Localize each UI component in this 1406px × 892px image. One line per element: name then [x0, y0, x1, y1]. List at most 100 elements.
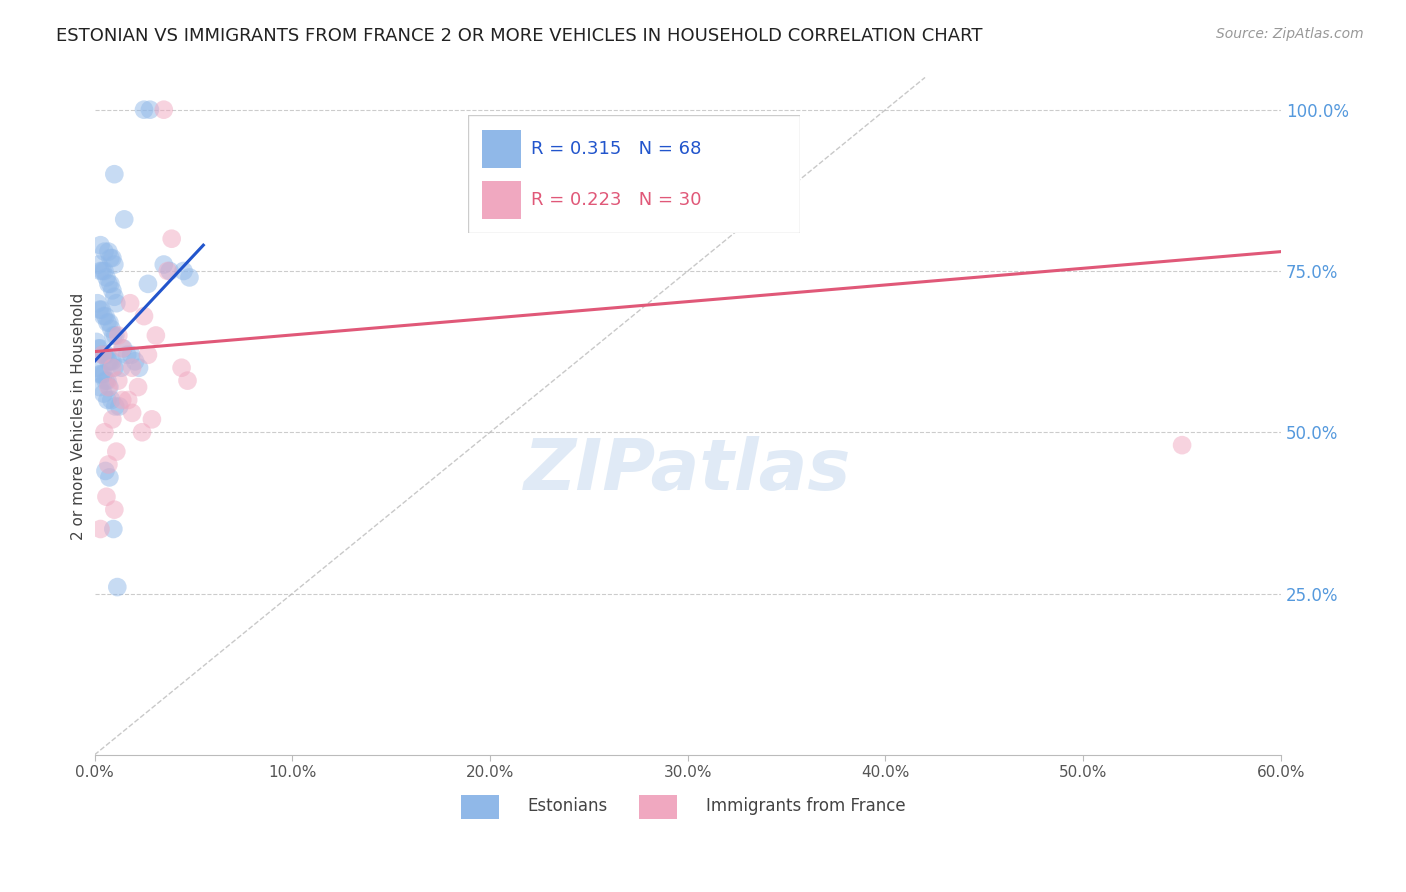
Point [97, 354, 120, 368]
Point [152, 258, 174, 272]
Point [131, 425, 153, 440]
Point [98, 316, 121, 330]
Point [97, 380, 120, 394]
Point [145, 328, 167, 343]
Point [101, 412, 124, 426]
Y-axis label: 2 or more Vehicles in Household: 2 or more Vehicles in Household [72, 293, 86, 540]
Point [107, 374, 129, 388]
Point [93, 348, 115, 362]
Point [93, 244, 115, 259]
Point [100, 392, 122, 407]
Text: Source: ZipAtlas.com: Source: ZipAtlas.com [1216, 27, 1364, 41]
Point [112, 212, 135, 227]
Point [98, 380, 121, 394]
Point [141, 412, 163, 426]
Point [96, 316, 118, 330]
Point [90, 302, 112, 317]
Point [152, 103, 174, 117]
Point [97, 244, 120, 259]
Point [105, 580, 128, 594]
Point [93, 386, 115, 401]
Point [103, 258, 125, 272]
Text: ZIPatlas: ZIPatlas [524, 436, 852, 505]
Point [96, 490, 118, 504]
Point [128, 360, 150, 375]
Point [89, 342, 111, 356]
Point [96, 392, 118, 407]
Point [1171, 438, 1194, 452]
Point [121, 406, 143, 420]
Point [139, 103, 162, 117]
Point [97, 277, 120, 291]
Point [100, 322, 122, 336]
Point [100, 251, 122, 265]
Point [89, 380, 111, 394]
Point [101, 354, 124, 368]
Point [87, 342, 110, 356]
Point [89, 522, 111, 536]
Point [136, 277, 159, 291]
Point [112, 342, 135, 356]
Point [98, 470, 121, 484]
Text: ESTONIAN VS IMMIGRANTS FROM FRANCE 2 OR MORE VEHICLES IN HOUSEHOLD CORRELATION C: ESTONIAN VS IMMIGRANTS FROM FRANCE 2 OR … [56, 27, 983, 45]
Point [127, 380, 149, 394]
Point [91, 348, 114, 362]
Point [96, 270, 118, 285]
Point [91, 264, 114, 278]
Point [86, 360, 108, 375]
Point [156, 264, 179, 278]
Point [159, 264, 181, 278]
Point [115, 348, 138, 362]
Point [93, 309, 115, 323]
Point [103, 360, 125, 375]
Point [93, 367, 115, 381]
Point [93, 425, 115, 440]
Point [173, 264, 195, 278]
Point [124, 354, 146, 368]
Point [87, 258, 110, 272]
Point [89, 302, 111, 317]
Point [86, 334, 108, 349]
Point [86, 296, 108, 310]
Text: Estonians: Estonians [527, 797, 607, 814]
Point [93, 264, 115, 278]
Point [94, 464, 117, 478]
Point [105, 296, 128, 310]
Point [96, 348, 118, 362]
Point [103, 502, 125, 516]
Point [111, 342, 134, 356]
Point [179, 270, 201, 285]
Point [103, 522, 125, 536]
Point [101, 251, 124, 265]
Point [120, 348, 142, 362]
Point [104, 400, 127, 414]
Point [94, 309, 117, 323]
Point [103, 328, 125, 343]
Point [96, 374, 118, 388]
Point [94, 374, 117, 388]
Point [110, 360, 132, 375]
Point [170, 360, 193, 375]
Point [97, 458, 120, 472]
Point [89, 367, 111, 381]
Point [101, 283, 124, 297]
Point [104, 328, 127, 343]
Point [176, 374, 198, 388]
Point [100, 354, 122, 368]
Point [136, 348, 159, 362]
Point [108, 400, 131, 414]
Text: Immigrants from France: Immigrants from France [706, 797, 905, 814]
Point [101, 360, 124, 375]
Point [120, 296, 142, 310]
Point [117, 392, 139, 407]
Point [90, 367, 112, 381]
Point [132, 103, 155, 117]
Point [103, 167, 125, 181]
Point [111, 392, 134, 407]
Point [100, 277, 122, 291]
Point [160, 232, 183, 246]
Point [89, 264, 111, 278]
Point [103, 290, 125, 304]
Point [91, 348, 114, 362]
Point [105, 444, 128, 458]
